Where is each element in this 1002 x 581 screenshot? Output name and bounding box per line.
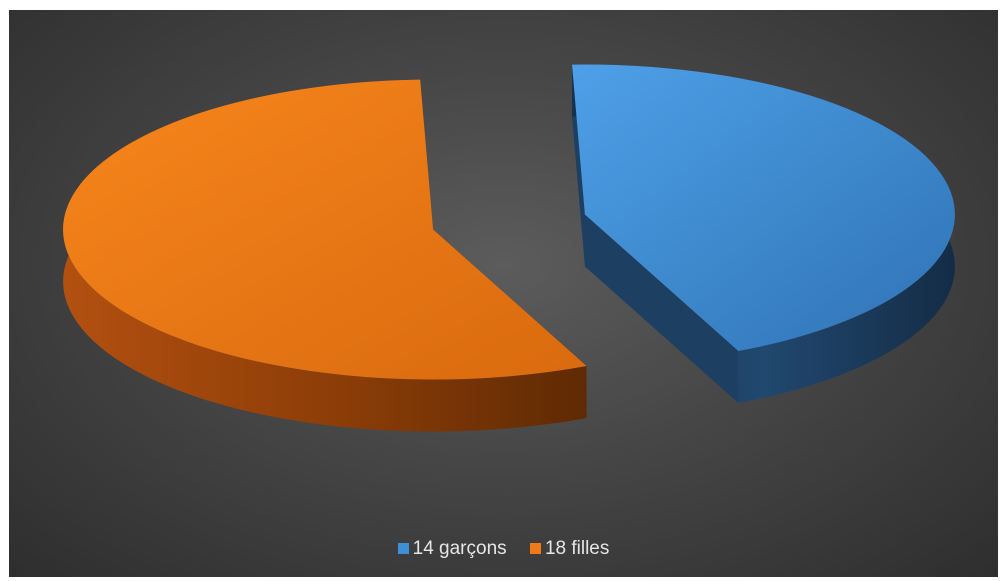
pie-slice-0 bbox=[572, 64, 955, 403]
legend: 14 garçons 18 filles bbox=[9, 538, 998, 560]
pie-slice-0-wall bbox=[572, 64, 739, 403]
legend-label-1: 18 filles bbox=[544, 538, 610, 559]
legend-entry-0: 14 garçons bbox=[397, 538, 507, 560]
pie-slice-1-side bbox=[63, 79, 587, 432]
legend-entry-1: 18 filles bbox=[529, 538, 610, 560]
legend-label-0: 14 garçons bbox=[412, 538, 507, 559]
pie-slice-0-top bbox=[572, 64, 955, 351]
pie-slice-1 bbox=[63, 79, 587, 432]
legend-swatch-0 bbox=[397, 543, 409, 554]
pie-slice-1-top bbox=[63, 79, 587, 380]
legend-swatch-1 bbox=[529, 543, 541, 554]
pie-chart bbox=[63, 64, 955, 432]
chart-area: 14 garçons 18 filles bbox=[9, 10, 998, 577]
